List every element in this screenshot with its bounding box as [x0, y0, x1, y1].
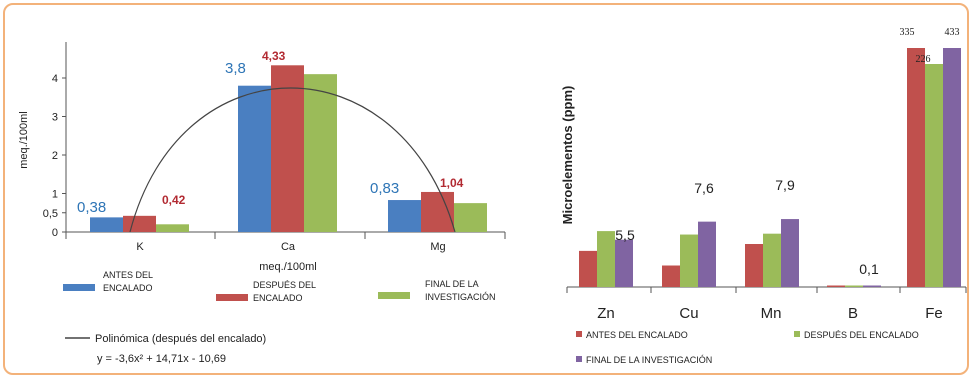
bar-Cu-2 [680, 234, 698, 287]
legend-label-2: DESPUÉS DEL [253, 280, 316, 290]
data-label: 4,33 [262, 49, 286, 63]
figure-frame [3, 3, 969, 375]
bar-Mn-3 [781, 219, 799, 287]
y-tick-label: 0 [52, 227, 58, 239]
bar-Ca-2 [271, 65, 304, 232]
legend-swatch-3 [576, 356, 582, 362]
bar-Cu-3 [698, 221, 716, 287]
data-label: 0,83 [370, 180, 399, 197]
legend-swatch-1 [576, 331, 582, 337]
y-tick-label: 3 [52, 112, 58, 124]
legend-trendline-label: Polinómica (después del encalado) [95, 333, 266, 345]
x-tick-label: Mn [761, 305, 782, 322]
data-label: 433 [945, 27, 960, 38]
legend-label-1: ANTES DEL [103, 270, 153, 280]
y-axis-title: Microelementos (ppm) [560, 86, 575, 225]
y-axis-title: meq./100ml [18, 111, 30, 168]
data-label: 0,1 [859, 261, 879, 277]
x-tick-label: B [848, 305, 858, 322]
trendline [129, 87, 456, 233]
legend-swatch-2 [216, 294, 248, 301]
x-axis-title: meq./100ml [259, 261, 316, 273]
right-chart: Microelementos (ppm) Zn Cu Mn B Fe 5,5 7,6 7,9 0,… [560, 27, 967, 365]
bar-B-2 [845, 285, 863, 287]
bar-Mn-1 [745, 244, 763, 287]
left-chart: 0 0,5 1 2 3 4 meq./100ml K Ca Mg meq./100ml 0,38 0,4… [18, 42, 506, 365]
legend-label-1: ENCALADO [103, 283, 153, 293]
legend-label-3: FINAL DE LA INVESTIGACIÓN [586, 355, 712, 365]
y-tick-label: 4 [52, 73, 58, 85]
bar-Cu-1 [662, 265, 680, 287]
y-tick-label: 0,5 [43, 208, 58, 220]
bar-Mg-1 [388, 200, 421, 232]
bar-Zn-1 [579, 250, 597, 287]
x-tick-label: Cu [679, 305, 698, 322]
x-tick-label: Zn [597, 305, 615, 322]
bar-Zn-2 [597, 231, 615, 287]
bar-Mn-2 [763, 233, 781, 287]
data-label: 7,6 [694, 180, 714, 196]
x-tick-label: Mg [430, 241, 445, 253]
y-tick-label: 1 [52, 189, 58, 201]
bar-K-2 [123, 215, 156, 232]
bar-Ca-1 [238, 85, 271, 232]
data-label: 335 [900, 27, 915, 38]
trendline-equation: y = -3,6x² + 14,71x - 10,69 [97, 353, 226, 365]
bar-Ca-3 [304, 74, 337, 233]
bar-K-3 [156, 224, 189, 232]
legend-swatch-2 [794, 331, 800, 337]
legend-swatch-3 [378, 292, 410, 299]
legend-label-3: INVESTIGACIÓN [425, 292, 496, 302]
legend-label-2: DESPUÉS DEL ENCALADO [804, 330, 919, 340]
legend-label-1: ANTES DEL ENCALADO [586, 330, 688, 340]
data-label: 3,8 [225, 60, 246, 77]
data-label: 7,9 [775, 177, 795, 193]
bar-B-1 [827, 285, 845, 287]
legend-label-3: FINAL DE LA [425, 279, 479, 289]
bar-Fe-2 [925, 64, 943, 287]
data-label: 0,42 [162, 193, 186, 207]
x-tick-label: K [136, 241, 144, 253]
bar-Zn-3 [615, 239, 633, 287]
legend-label-2: ENCALADO [253, 293, 303, 303]
data-label: 0,38 [77, 199, 106, 216]
legend-swatch-1 [63, 284, 95, 291]
bar-B-3 [863, 285, 881, 287]
data-label: 1,04 [440, 176, 464, 190]
x-tick-label: Ca [281, 241, 296, 253]
bar-Fe-3 [943, 48, 961, 287]
y-tick-label: 2 [52, 150, 58, 162]
bar-Mg-3 [454, 203, 487, 232]
data-label: 5,5 [615, 227, 635, 243]
data-label: 226 [916, 54, 931, 65]
x-tick-label: Fe [925, 305, 943, 322]
bar-Fe-1 [907, 48, 925, 287]
bar-K-1 [90, 217, 123, 232]
